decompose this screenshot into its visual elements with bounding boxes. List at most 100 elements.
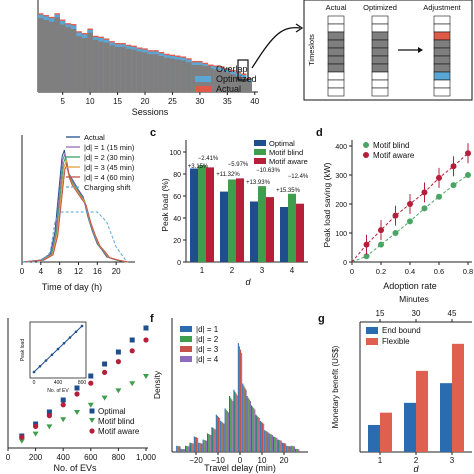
overlap-bar [180, 60, 187, 92]
density-bar [289, 446, 291, 452]
panel-e: Peak load No. of EV 0 400 800 0 200 400 600 80… [6, 318, 157, 473]
density-bar [182, 449, 184, 452]
density-bar [242, 383, 244, 452]
legend-label: |d| = 3 [196, 345, 219, 354]
ytick-label: 200 [335, 202, 347, 209]
overlap-bar [142, 52, 148, 92]
panel-g-top-label: Minutes [399, 294, 429, 304]
density-bar [252, 406, 254, 452]
xtick-label: 10 [86, 97, 95, 106]
density-bar [208, 433, 210, 452]
peak-load-bar [228, 179, 236, 262]
xtick-label: 200 [29, 453, 43, 462]
density-bar [268, 433, 270, 452]
timeslot-cell [433, 79, 451, 89]
overlap-bar [38, 18, 44, 93]
density-bar [192, 443, 194, 452]
xtick-label: 20 [112, 267, 121, 276]
density-bar [187, 446, 189, 452]
legend-label: Flexible [382, 337, 410, 346]
ytick-label: 20 [173, 238, 181, 245]
density-bar [196, 437, 198, 452]
density-bar [270, 434, 272, 452]
xtick-label: 16 [93, 267, 102, 276]
legend-label: |d| = 4 [196, 355, 219, 364]
panel-g-letter: g [318, 313, 325, 325]
overlap-bar [219, 70, 225, 92]
legend-label: Actual [84, 133, 105, 142]
motif-aware-point [33, 423, 39, 429]
xtick-label: 1 [200, 266, 205, 275]
xtick-label: 40 [250, 97, 259, 106]
optimal-point [88, 373, 94, 379]
density-bar [200, 443, 202, 452]
panel-a-xticks: 5 10 15 20 25 30 35 40 [60, 92, 260, 106]
legend-swatch [366, 327, 378, 334]
density-bar [257, 416, 259, 452]
density-bar [222, 422, 224, 452]
optimal-point [143, 325, 149, 331]
density-bar [262, 422, 264, 452]
overlap-bar [164, 57, 170, 92]
motif-aware-point [102, 369, 108, 375]
density-bar [216, 415, 218, 452]
density-bar [227, 412, 229, 452]
benefit-bar [452, 343, 464, 452]
density-bar [207, 433, 209, 452]
density-bar [271, 435, 273, 452]
density-bar [251, 405, 253, 452]
data-point [450, 182, 457, 189]
density-bar [180, 448, 182, 452]
overlap-bar [136, 51, 143, 92]
inset-point [80, 324, 84, 328]
density-bar [190, 442, 192, 452]
density-bar [189, 442, 191, 452]
panel-b: 0 4 8 12 16 20 Time of day (h) Actual|d| = 1 … [20, 133, 135, 292]
benefit-bar [416, 370, 428, 452]
density-bar [258, 418, 260, 452]
density-bar [296, 448, 298, 452]
timeslot-cell [371, 63, 389, 73]
timeslot-cell [433, 47, 451, 57]
panel-e-points [18, 325, 149, 444]
xtick-label: 1,000 [136, 453, 157, 462]
density-bar [274, 436, 276, 452]
inset-point [74, 330, 78, 334]
overlap-bar [175, 59, 181, 92]
legend-label: Optimal [98, 407, 126, 416]
density-bar [230, 397, 232, 452]
delta-annotation: −12.4% [288, 174, 309, 180]
density-bar [240, 349, 242, 452]
motif-aware-point [129, 348, 135, 354]
panel-d-letter: d [316, 127, 323, 139]
density-bar [185, 445, 187, 452]
density-bar [218, 416, 220, 452]
density-bar [204, 440, 206, 452]
legend-swatch [180, 336, 192, 342]
panel-d-xticks: 0 0.2 0.4 0.6 0.8 [350, 262, 473, 276]
callout-arrow-head [295, 23, 304, 33]
xtick-label: 600 [84, 453, 98, 462]
motif-aware-point [19, 434, 25, 440]
timeslot-cell [327, 15, 345, 25]
legend-actual: Actual [216, 84, 241, 94]
density-bar [255, 414, 257, 452]
density-bar [259, 420, 261, 452]
legend-optimized-swatch [195, 76, 211, 82]
overlap-bar [147, 54, 154, 92]
xtick-label: 400 [57, 453, 71, 462]
density-bar [254, 409, 256, 452]
density-bar [284, 443, 286, 452]
legend-marker [89, 428, 95, 434]
xtick-label: 800 [112, 453, 126, 462]
panel-a-xlabel: Sessions [132, 107, 169, 117]
density-bar [269, 433, 271, 452]
overlap-bar [98, 41, 104, 92]
timeslot-cell [327, 47, 345, 57]
data-point [465, 172, 471, 178]
panel-g-xlabel: d [413, 464, 419, 474]
density-bar [288, 446, 290, 452]
legend-label: Motif aware [98, 427, 140, 436]
legend-marker [89, 418, 95, 423]
